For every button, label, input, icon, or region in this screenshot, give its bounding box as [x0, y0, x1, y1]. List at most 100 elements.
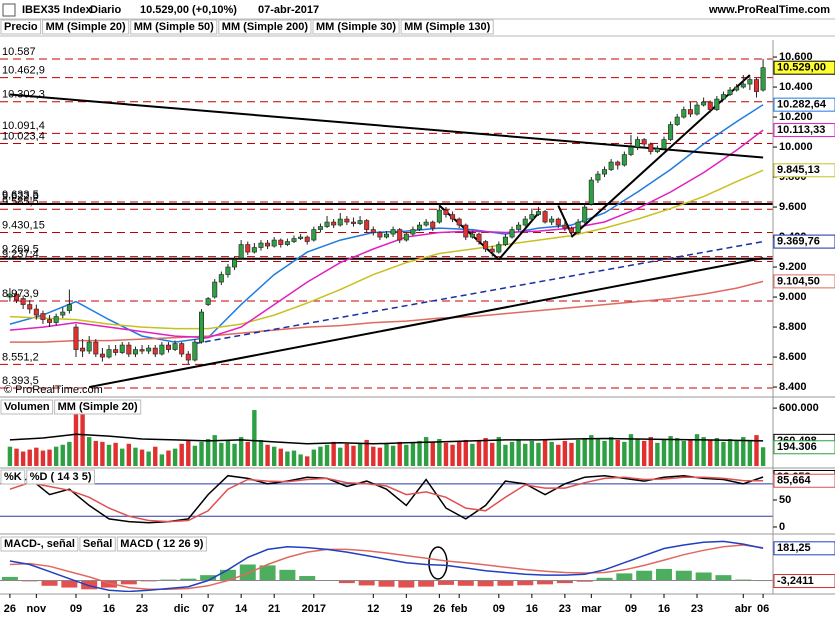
- candle-body: [225, 266, 231, 275]
- volume-bar: [668, 436, 673, 466]
- candle-body: [265, 242, 271, 247]
- volume-bar: [338, 447, 343, 466]
- series-line: [9, 474, 764, 524]
- histogram-bar: [537, 580, 554, 585]
- menu-icon[interactable]: [2, 3, 16, 17]
- volume-bar: [648, 437, 653, 466]
- volume-bar: [73, 400, 79, 466]
- histogram-bar: [358, 580, 375, 586]
- candle-body: [245, 244, 251, 253]
- histogram-bar: [715, 575, 732, 581]
- volume-bar: [476, 440, 482, 466]
- candle-body: [390, 229, 396, 235]
- volume-bar: [80, 400, 85, 466]
- x-tick-label: 2017: [302, 603, 326, 615]
- volume-bar: [688, 438, 693, 466]
- volume-bar: [655, 442, 660, 466]
- candle-body: [687, 109, 693, 115]
- volume-bar: [516, 439, 521, 466]
- histogram-bar: [655, 568, 672, 581]
- volume-bar: [536, 442, 541, 466]
- candle-body: [119, 344, 125, 353]
- candle-body: [199, 311, 205, 343]
- candle-body: [47, 319, 53, 323]
- volume-bar: [166, 450, 171, 466]
- volume-bar: [47, 449, 52, 466]
- candle-body: [654, 148, 660, 152]
- volume-bar: [258, 439, 264, 466]
- symbol: IBEX35 Index: [22, 4, 93, 16]
- value-tag-label: 85,664: [777, 475, 812, 487]
- candle-body: [608, 161, 614, 170]
- volume-bar: [265, 444, 270, 466]
- candle-body: [298, 236, 304, 239]
- volume-bar: [622, 441, 627, 466]
- level-label: 9.585,5: [2, 196, 39, 208]
- volume-bar: [331, 441, 336, 466]
- volume-bar: [225, 440, 231, 466]
- candle-body: [364, 220, 370, 230]
- volume-bar: [727, 438, 733, 466]
- volume-bar: [305, 456, 310, 466]
- y-tick-label: 10.600: [779, 51, 813, 63]
- volume-bar: [714, 438, 720, 466]
- volume-bar: [443, 442, 449, 466]
- legend-box: [79, 536, 116, 552]
- candle-body: [152, 347, 158, 355]
- candle-body: [740, 83, 746, 88]
- volume-bar: [384, 443, 389, 466]
- y-tick-label: 10.200: [779, 111, 813, 123]
- candle-body: [278, 239, 284, 245]
- value-tag-label: 10.282,64: [777, 99, 827, 111]
- candle-body: [350, 221, 356, 224]
- volume-bar: [450, 444, 455, 466]
- candle-body: [410, 229, 416, 235]
- legend-box: [116, 536, 207, 552]
- candle-body: [304, 236, 310, 242]
- y-tick-label: 9.600: [779, 201, 807, 213]
- y-tick-label: 50: [779, 494, 791, 506]
- volume-bar: [456, 441, 462, 466]
- candle-body: [734, 86, 740, 91]
- volume-bar: [371, 446, 376, 466]
- x-tick-label: mar: [581, 603, 602, 615]
- legend-box: [54, 399, 142, 415]
- volume-bar: [377, 447, 383, 466]
- histogram-bar: [457, 580, 474, 586]
- volume-bar: [93, 440, 98, 466]
- volume-bar: [205, 438, 211, 466]
- volume-bar: [721, 441, 726, 466]
- candle-body: [568, 227, 574, 233]
- candle-body: [707, 101, 713, 110]
- volume-bar: [40, 450, 46, 466]
- candle-body: [542, 211, 548, 223]
- candle-body: [483, 241, 489, 250]
- volume-bar: [232, 443, 237, 466]
- series-line: [9, 169, 764, 330]
- volume-bar: [503, 444, 508, 466]
- candle-body: [344, 218, 350, 223]
- volume-bar: [324, 444, 330, 466]
- x-tick-label: abr: [735, 603, 753, 615]
- x-tick-label: 06: [757, 603, 769, 615]
- volume-bar: [417, 440, 422, 466]
- volume-bar: [589, 435, 594, 466]
- volume-bar: [694, 434, 700, 466]
- volume-bar: [635, 438, 640, 466]
- candle-body: [93, 341, 99, 355]
- candle-body: [714, 98, 720, 110]
- histogram-bar: [418, 580, 435, 587]
- candle-body: [469, 233, 475, 238]
- volume-bar: [278, 448, 283, 466]
- value-tag: [773, 123, 835, 138]
- volume-bar: [179, 443, 184, 466]
- candle-body: [417, 224, 423, 230]
- value-tag-label: 9.369,76: [777, 235, 820, 247]
- histogram-bar: [61, 580, 78, 588]
- volume-bar: [575, 439, 581, 466]
- histogram-bar: [219, 569, 236, 581]
- candle-body: [694, 104, 700, 115]
- volume-bar: [747, 439, 753, 466]
- volume-bar: [628, 434, 634, 466]
- legend-entry: MM (Simple 20): [58, 401, 138, 413]
